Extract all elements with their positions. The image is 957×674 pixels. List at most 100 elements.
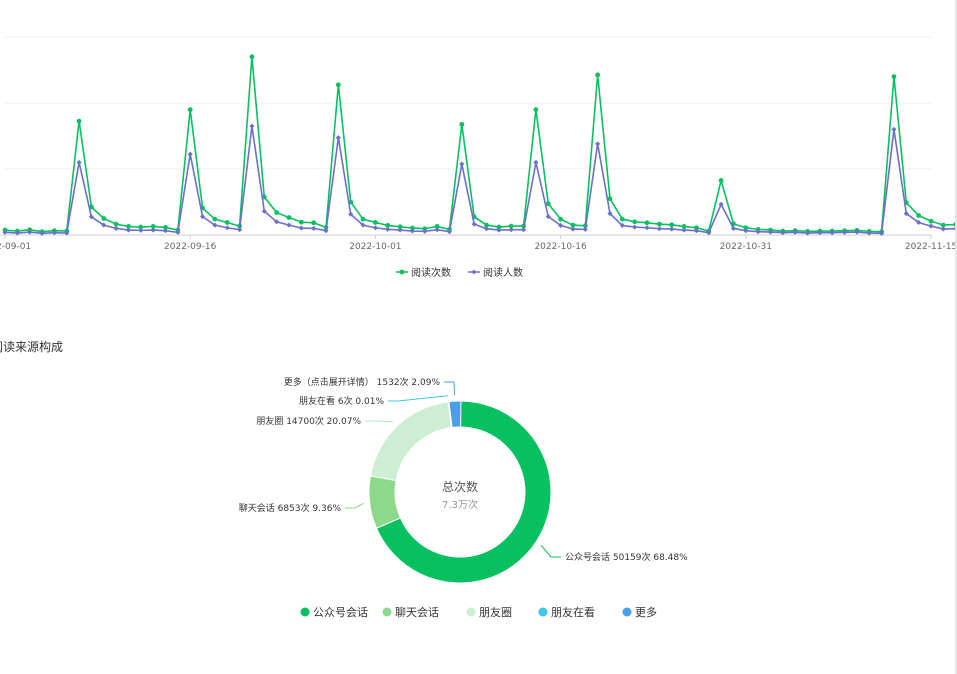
data-point — [113, 225, 119, 231]
legend-item-0[interactable]: 阅读次数 — [396, 266, 451, 279]
donut-slice-1[interactable] — [368, 475, 402, 529]
data-point — [286, 215, 292, 220]
data-point — [422, 226, 428, 232]
data-point — [200, 213, 206, 220]
slice-leader-line — [365, 420, 394, 423]
data-point — [632, 219, 638, 225]
legend-marker — [471, 269, 477, 275]
slice-leader-line — [345, 502, 364, 509]
data-point — [570, 222, 576, 228]
data-point — [718, 201, 724, 207]
x-tick-label: 2022-10-16 — [534, 242, 587, 252]
data-point — [434, 224, 440, 229]
slice-leader-line — [444, 381, 456, 396]
donut-slice-4[interactable] — [448, 400, 462, 429]
data-point — [508, 223, 514, 229]
data-point — [891, 126, 897, 132]
data-point — [175, 229, 181, 235]
data-point — [163, 225, 168, 230]
legend-dot — [300, 607, 310, 617]
data-point — [397, 227, 403, 233]
data-point — [237, 227, 243, 233]
data-point — [88, 214, 94, 220]
data-point — [496, 224, 502, 230]
data-point — [558, 222, 564, 228]
data-point — [669, 226, 675, 232]
data-point — [224, 225, 230, 231]
donut-slice-0[interactable] — [375, 400, 552, 584]
x-tick-label: 2022-09-16 — [164, 242, 217, 252]
data-point — [76, 118, 82, 124]
data-point — [385, 226, 391, 232]
data-point — [348, 211, 354, 217]
data-point — [632, 224, 638, 230]
data-point — [916, 213, 922, 218]
data-point — [595, 141, 601, 147]
data-point — [150, 224, 156, 229]
plot-area: 2022-09-01 2022-09-16 2022-10-01 2022-10-16… — [0, 36, 957, 252]
legend-label: 公众号会话 — [313, 606, 368, 619]
x-tick-label: 2022-11-15 — [905, 242, 957, 252]
data-point — [656, 221, 662, 227]
data-point — [434, 227, 440, 233]
data-point — [261, 208, 267, 214]
data-point — [274, 210, 280, 215]
data-point — [681, 224, 687, 229]
legend-item-2[interactable]: 朋友圈 — [466, 605, 513, 619]
legend-item-0[interactable]: 公众号会话 — [300, 606, 369, 619]
data-point — [311, 225, 317, 231]
data-point — [138, 224, 144, 230]
data-point — [360, 216, 366, 222]
donut-slice-2[interactable] — [369, 401, 453, 482]
data-point — [545, 213, 551, 220]
data-point — [681, 227, 687, 233]
data-point — [694, 225, 699, 231]
legend-dot — [466, 607, 476, 617]
legend-item-4[interactable]: 更多 — [622, 605, 658, 619]
legend-item-1[interactable]: 阅读人数 — [468, 266, 523, 279]
data-point — [669, 222, 675, 228]
data-point — [187, 107, 193, 112]
data-point — [335, 135, 341, 141]
legend-item-1[interactable]: 聊天会话 — [382, 605, 440, 619]
data-point — [249, 54, 255, 60]
data-point — [570, 226, 576, 232]
data-point — [311, 220, 317, 226]
data-point — [101, 216, 107, 221]
data-point — [508, 227, 514, 233]
data-point — [582, 226, 588, 232]
data-point — [385, 223, 391, 228]
data-point — [940, 226, 946, 232]
data-point — [459, 161, 465, 167]
data-point — [595, 72, 601, 78]
data-point — [187, 151, 193, 157]
legend-item-3[interactable]: 朋友在看 — [538, 605, 596, 619]
reads-line-chart: 2022-09-01 2022-09-16 2022-10-01 2022-10-16… — [0, 36, 957, 279]
source-donut-chart: 公众号会话 50159次 68.48% 聊天会话 6853次 9.36% 朋友圈 1… — [239, 376, 688, 619]
data-point — [483, 226, 490, 232]
scrollbar-edge[interactable] — [955, 0, 957, 674]
legend-label: 朋友圈 — [479, 605, 512, 619]
legend-label: 聊天会话 — [395, 605, 439, 619]
x-tick-label: 2022-10-31 — [720, 242, 772, 252]
data-point — [249, 123, 255, 129]
legend-dot — [622, 607, 632, 617]
data-point — [150, 227, 156, 233]
data-point — [323, 228, 329, 234]
legend-marker — [399, 269, 405, 275]
slice-leader-line — [388, 395, 448, 402]
legend-label: 更多 — [635, 605, 657, 619]
slice-label: 朋友在看 6次 0.01% — [299, 395, 384, 407]
donut-center-label: 总次数 — [442, 479, 478, 494]
data-point — [928, 218, 934, 224]
data-point — [496, 227, 502, 233]
legend-label: 朋友在看 — [551, 605, 595, 619]
slice-label: 更多（点击展开详情） 1532次 2.09% — [284, 376, 441, 388]
series-line-0 — [4, 56, 957, 233]
x-tick-label: 2022-09-01 — [0, 242, 31, 252]
data-point — [743, 225, 749, 231]
data-point — [558, 216, 563, 222]
data-point — [619, 216, 625, 222]
data-point — [607, 211, 613, 217]
